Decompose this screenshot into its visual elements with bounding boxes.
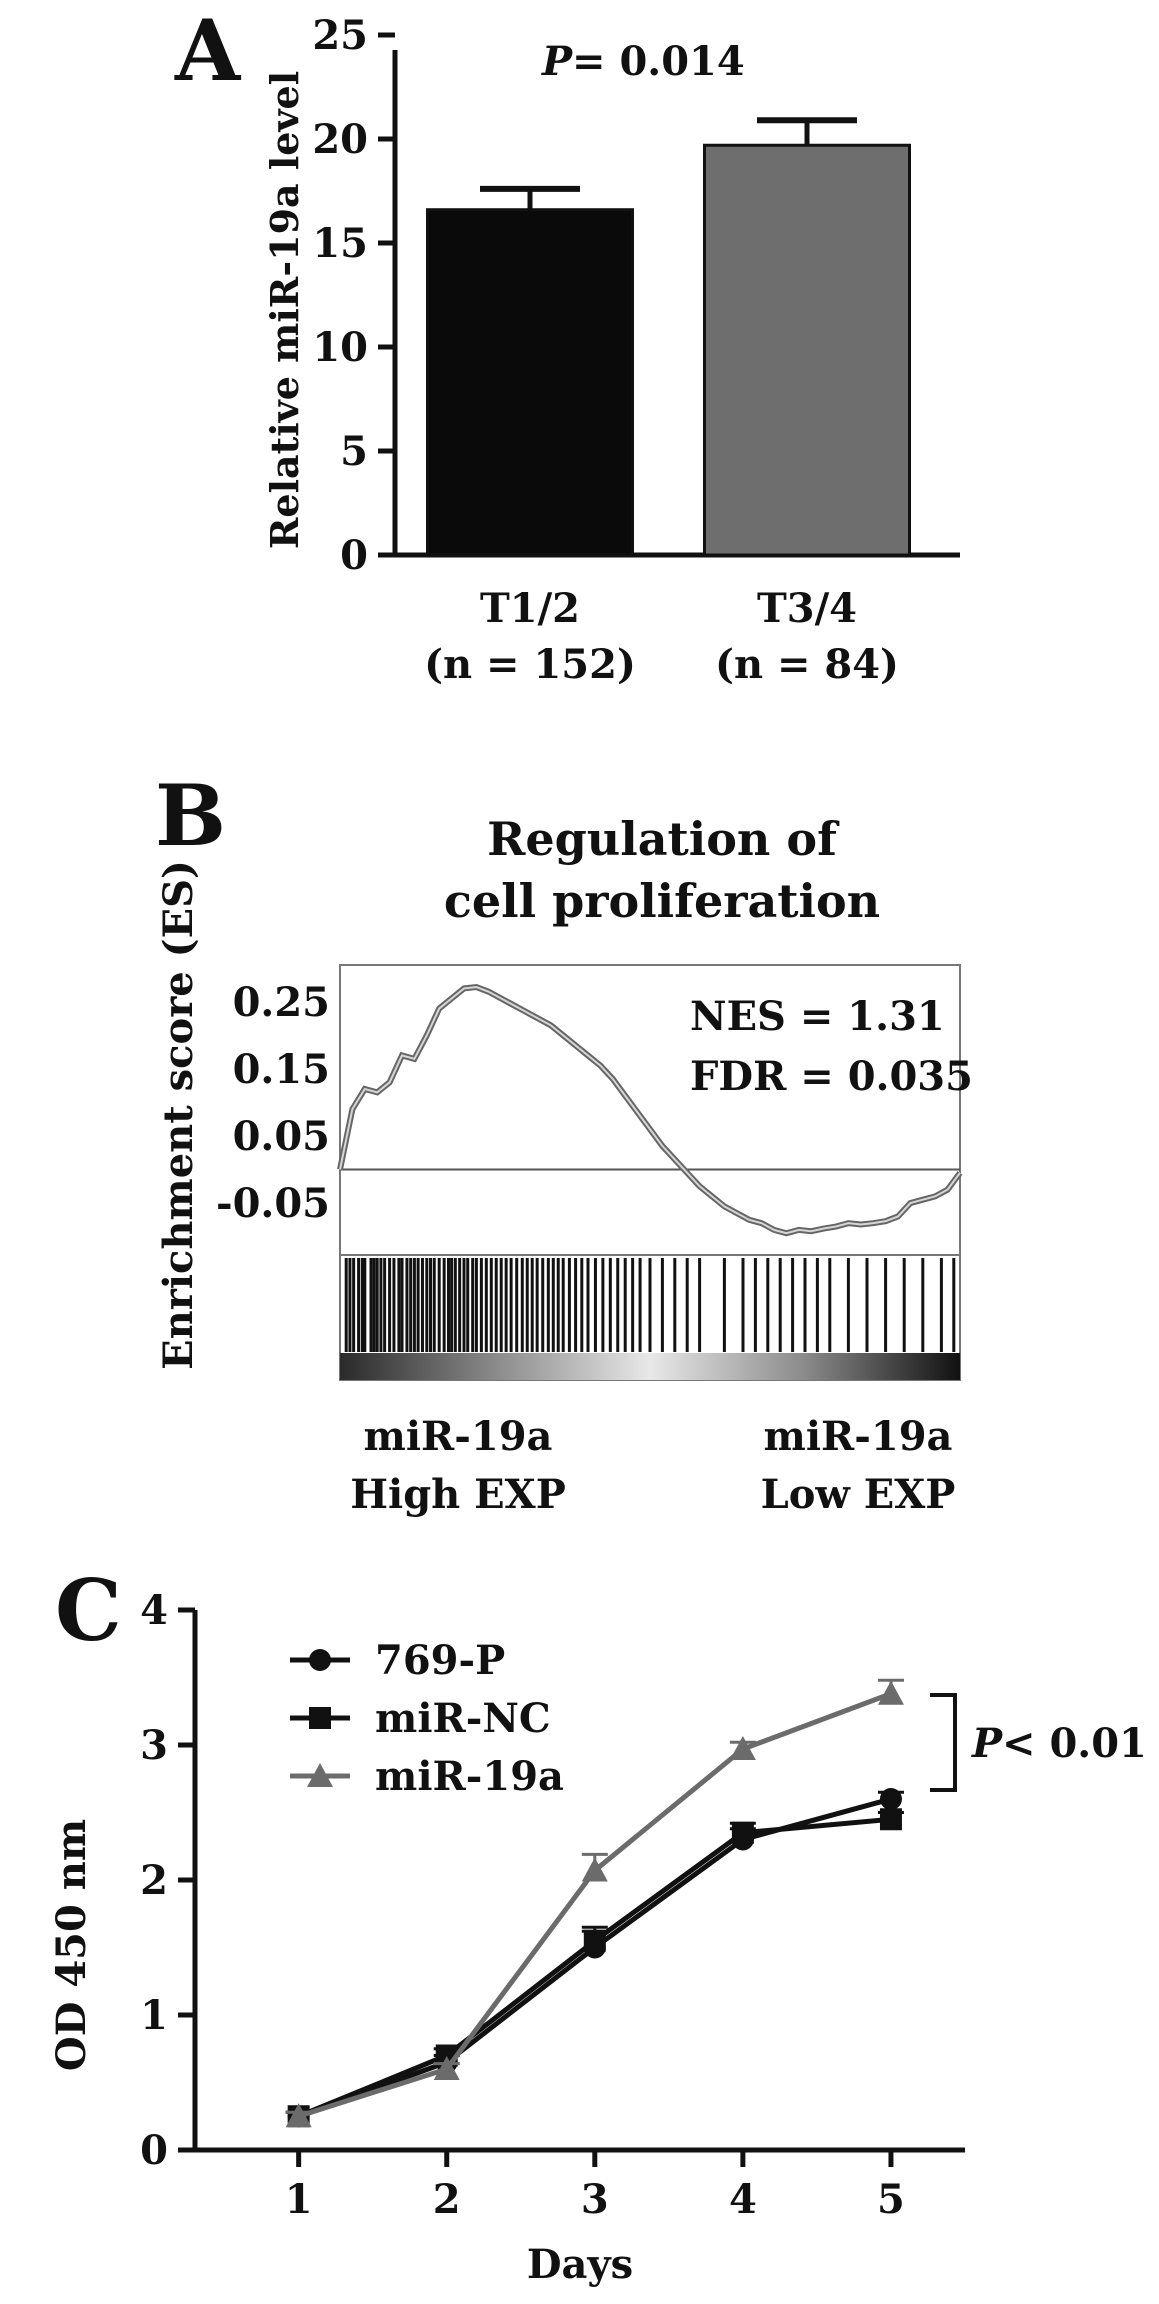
panel-c-xtick-label: 1 <box>285 2176 313 2223</box>
panel-a-ytick-label: 0 <box>340 532 368 579</box>
panel-b-left-label-line1: miR-19a <box>364 1413 553 1460</box>
panel-c-ytick-label: 4 <box>140 1587 168 1634</box>
panel-b-es-curve <box>339 986 961 1235</box>
panel-c-legend-label-1: miR-NC <box>375 1695 551 1742</box>
panel-c-legend-marker-0 <box>309 1649 331 1671</box>
panel-c-point <box>433 2056 460 2080</box>
panel-b-ytick-label: 0.15 <box>233 1046 330 1093</box>
panel-a-ytick-label: 25 <box>312 12 368 59</box>
panel-a-label: A <box>174 1 242 100</box>
panel-c-legend-label-0: 769-P <box>375 1637 505 1684</box>
panel-c-xtick-label: 5 <box>877 2176 905 2223</box>
panel-c-ytick-label: 2 <box>140 1857 168 1904</box>
panel-c-point <box>583 1929 606 1952</box>
panel-b-title-line2: cell proliferation <box>444 874 880 928</box>
panel-b-ytick-label: -0.05 <box>216 1180 330 1227</box>
panel-c-point <box>285 2103 312 2128</box>
panel-c-point <box>879 1788 902 1810</box>
panel-c-point <box>731 1821 754 1844</box>
panel-a-xtick-1: T3/4 <box>757 585 857 632</box>
panel-c-point <box>877 1680 904 1705</box>
panel-c-xtick-label: 2 <box>433 2176 461 2223</box>
panel-c-point <box>581 1857 608 1882</box>
panel-b-title-line1: Regulation of <box>487 812 840 866</box>
panel-b-ytick-label: 0.25 <box>233 979 330 1026</box>
panel-a-ytick-label: 5 <box>340 428 368 475</box>
panel-b-ylabel: Enrichment score (ES) <box>155 860 202 1370</box>
panel-b-left-label-line2: High EXP <box>350 1471 566 1518</box>
panel-a-xtick-0: T1/2 <box>480 585 580 632</box>
panel-a-ytick-label: 15 <box>312 220 368 267</box>
panel-b-right-label-line2: Low EXP <box>761 1471 956 1518</box>
panel-a-bar-0 <box>426 208 634 557</box>
panel-c-xlabel: Days <box>527 2241 633 2288</box>
panel-b-label: B <box>155 766 226 865</box>
panel-a-p-label: P <box>541 38 574 85</box>
panel-a: A Relative miR-19a level P = 0.014 0 5 10 1… <box>174 1 960 688</box>
panel-c-point <box>729 1736 756 1761</box>
panel-b-right-label-line1: miR-19a <box>764 1413 953 1460</box>
panel-a-ytick-label: 10 <box>312 324 368 371</box>
panel-c-xtick-label: 3 <box>581 2176 609 2223</box>
panel-c-ylabel: OD 450 nm <box>48 1819 95 2071</box>
panel-a-ylabel: Relative miR-19a level <box>262 71 307 549</box>
panel-b: B Regulation of cell proliferation Enric… <box>155 766 973 1518</box>
panel-c-point <box>879 1808 902 1831</box>
panel-b-ytick-label: 0.05 <box>233 1113 330 1160</box>
panel-b-rank-gradient <box>340 1353 960 1380</box>
panel-a-xtick-0-sub: (n = 152) <box>424 641 636 688</box>
panel-c-ytick-label: 1 <box>140 1992 168 2039</box>
panel-c-legend-marker-2 <box>307 1763 333 1787</box>
panel-a-bar-1 <box>703 143 911 557</box>
panel-a-xtick-1-sub: (n = 84) <box>715 641 899 688</box>
panel-c: C OD 450 nm 0 1 2 3 4 1 2 3 4 5 Days 769-P miR-NC… <box>48 1561 1147 2288</box>
panel-c-xtick-label: 4 <box>729 2176 757 2223</box>
panel-c-label: C <box>55 1561 122 1660</box>
panel-c-p-label: P <box>971 1720 1004 1767</box>
panel-b-nes: NES = 1.31 <box>690 993 945 1040</box>
panel-c-significance-bracket <box>930 1693 957 1792</box>
panel-b-fdr: FDR = 0.035 <box>690 1053 973 1100</box>
panel-c-series-2 <box>285 1678 904 2128</box>
panel-a-ytick-label: 20 <box>312 116 368 163</box>
panel-a-p-value: = 0.014 <box>572 38 745 85</box>
panel-c-legend-label-2: miR-19a <box>375 1753 564 1800</box>
panel-c-ytick-label: 3 <box>140 1722 168 1769</box>
panel-c-legend-marker-1 <box>309 1707 331 1729</box>
panel-c-p-value: < 0.01 <box>1002 1720 1147 1767</box>
panel-c-series-0 <box>285 1788 904 2128</box>
panel-c-ytick-label: 0 <box>140 2127 168 2174</box>
